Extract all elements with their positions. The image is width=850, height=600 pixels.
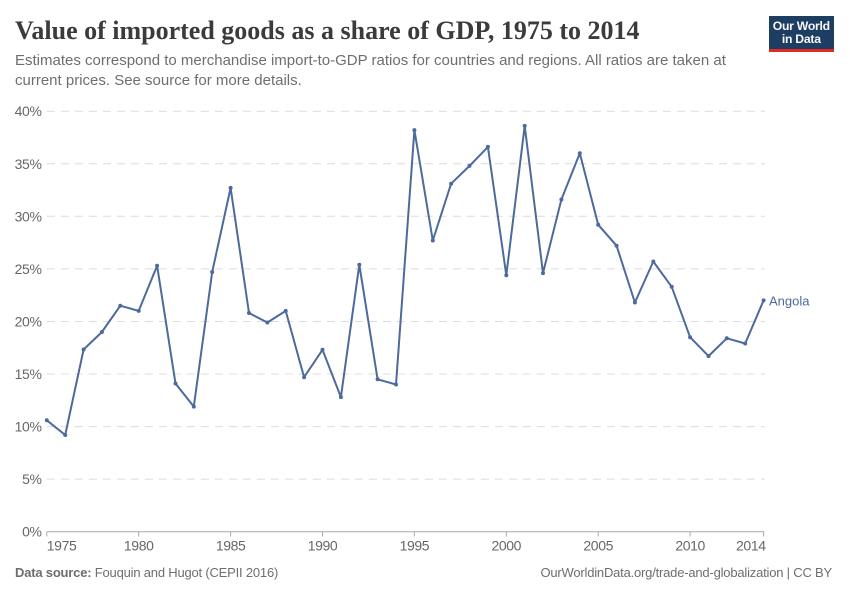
svg-text:20%: 20% bbox=[15, 314, 42, 330]
svg-text:2010: 2010 bbox=[675, 538, 705, 554]
svg-text:1980: 1980 bbox=[124, 538, 154, 554]
svg-text:15%: 15% bbox=[15, 366, 42, 382]
svg-text:2000: 2000 bbox=[492, 538, 522, 554]
svg-text:2005: 2005 bbox=[583, 538, 613, 554]
svg-text:1975: 1975 bbox=[47, 538, 77, 554]
svg-text:1985: 1985 bbox=[216, 538, 246, 554]
svg-text:0%: 0% bbox=[22, 524, 41, 540]
svg-text:10%: 10% bbox=[15, 419, 42, 435]
svg-text:1990: 1990 bbox=[308, 538, 338, 554]
svg-text:35%: 35% bbox=[15, 156, 42, 172]
svg-text:Angola: Angola bbox=[769, 293, 810, 308]
svg-text:2014: 2014 bbox=[736, 538, 766, 554]
svg-text:30%: 30% bbox=[15, 208, 42, 224]
svg-text:25%: 25% bbox=[15, 261, 42, 277]
svg-text:1995: 1995 bbox=[400, 538, 430, 554]
svg-text:40%: 40% bbox=[15, 103, 42, 119]
svg-text:5%: 5% bbox=[22, 471, 41, 487]
